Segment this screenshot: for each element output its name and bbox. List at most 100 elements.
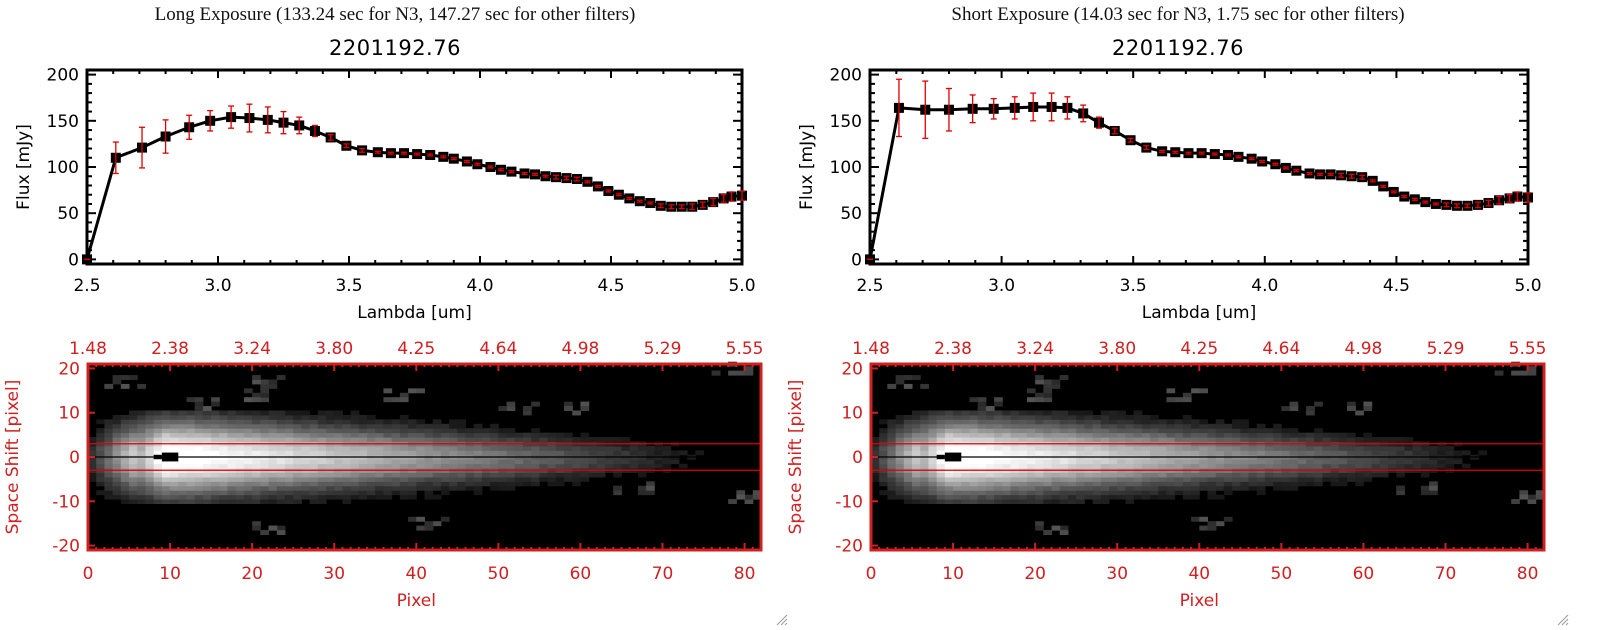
error-bar — [1111, 127, 1118, 135]
top-wavelength-label: 3.24 — [233, 339, 271, 359]
error-bar — [186, 114, 193, 140]
error-bar — [1359, 174, 1366, 180]
top-wavelength-label: 3.80 — [1098, 339, 1136, 359]
error-bar — [246, 103, 253, 133]
y-tick-label: -20 — [52, 537, 80, 557]
error-bar — [1496, 195, 1503, 205]
x-tick-label: 10 — [942, 564, 964, 584]
error-bar — [1272, 162, 1279, 166]
x-axis-label: Lambda [um] — [1142, 303, 1256, 323]
error-bar — [720, 194, 727, 203]
error-bar — [112, 141, 119, 175]
short-object-id: 2201192.76 — [1112, 36, 1244, 60]
image-frame — [869, 362, 1546, 552]
error-bar — [1453, 203, 1460, 209]
error-bar — [1348, 173, 1355, 179]
error-bar — [1293, 169, 1300, 173]
y-axis-label: Flux [mJy] — [797, 124, 817, 210]
y-tick-label: 50 — [57, 204, 79, 224]
top-wavelength-label: 1.48 — [69, 339, 107, 359]
x-tick-label: 80 — [1517, 564, 1539, 584]
y-tick-label: 0 — [851, 250, 862, 270]
error-bar — [359, 147, 366, 153]
x-tick-label: 0 — [83, 564, 94, 584]
error-bar — [1064, 96, 1071, 120]
y-tick-label: 200 — [830, 66, 862, 86]
error-bar — [532, 172, 539, 176]
top-wavelength-label: 4.25 — [397, 339, 435, 359]
error-bar — [1048, 92, 1055, 122]
y-tick-label: 10 — [58, 404, 80, 424]
x-tick-label: 20 — [241, 564, 263, 584]
error-bar — [1306, 171, 1313, 176]
error-bar — [1248, 157, 1255, 161]
x-tick-label: 5.0 — [1514, 276, 1541, 296]
y-tick-label: 150 — [47, 112, 79, 132]
error-bar — [922, 80, 929, 140]
error-bar — [139, 126, 146, 169]
error-bar — [626, 196, 633, 200]
error-bar — [311, 124, 318, 138]
saturated-core — [161, 452, 179, 462]
error-bar — [1327, 172, 1334, 176]
x-tick-label: 50 — [488, 564, 510, 584]
error-bar — [1080, 104, 1087, 123]
error-bar — [343, 143, 350, 149]
error-bar — [636, 199, 643, 203]
x-tick-label: 3.0 — [988, 276, 1015, 296]
error-bar — [710, 197, 717, 207]
error-bar — [678, 204, 685, 210]
top-wavelength-label: 1.48 — [852, 339, 890, 359]
y-axis-label: Space Shift [pixel] — [3, 380, 23, 535]
plot-frame — [868, 68, 1530, 266]
error-bar — [699, 201, 706, 209]
y-tick-label: 150 — [830, 112, 862, 132]
error-bar — [387, 151, 394, 155]
plot-frame — [85, 68, 744, 266]
error-bar — [647, 201, 654, 205]
x-tick-label: 40 — [405, 564, 427, 584]
x-tick-label: 4.5 — [597, 276, 624, 296]
x-tick-label: 3.0 — [204, 276, 231, 296]
error-bar — [1422, 200, 1429, 204]
top-wavelength-label: 4.64 — [1262, 339, 1300, 359]
long-exposure-title: Long Exposure (133.24 sec for N3, 147.27… — [154, 4, 636, 25]
saturated-core — [153, 454, 162, 460]
error-bar — [1211, 152, 1218, 156]
y-tick-label: 200 — [47, 66, 79, 86]
x-tick-label: 4.0 — [466, 276, 493, 296]
error-bar — [1011, 96, 1018, 120]
error-bar — [728, 191, 735, 202]
error-bar — [969, 94, 976, 124]
x-tick-label: 4.5 — [1383, 276, 1410, 296]
y-tick-label: -20 — [835, 537, 863, 557]
error-bar — [1224, 153, 1231, 157]
top-wavelength-label: 3.80 — [315, 339, 353, 359]
long-spectrum-plot: 2.5 3.0 3.5 4.0 4.5 5.0 0 50 100 150 200 Lambda [um… — [14, 66, 756, 323]
error-bar — [228, 105, 235, 129]
error-bar — [1259, 159, 1266, 164]
x-axis-label: Lambda [um] — [357, 303, 471, 323]
resize-grip-icon[interactable] — [774, 612, 788, 626]
error-bar — [497, 168, 504, 172]
series-line — [868, 105, 1529, 260]
error-bar — [605, 189, 612, 193]
error-bar — [1172, 150, 1179, 154]
x-tick-label: 30 — [323, 564, 345, 584]
error-bar — [1506, 194, 1513, 203]
resize-grip-icon[interactable] — [1555, 612, 1569, 626]
series-line — [85, 115, 743, 260]
error-bar — [1095, 116, 1102, 129]
top-wavelength-label: 5.55 — [1509, 339, 1547, 359]
error-bar — [1380, 184, 1387, 188]
top-wavelength-label: 4.64 — [479, 339, 517, 359]
error-bar — [1235, 155, 1242, 159]
error-bar — [296, 116, 303, 135]
x-tick-label: 3.5 — [1120, 276, 1147, 296]
y-tick-label: 0 — [68, 250, 79, 270]
x-tick-label: 70 — [1435, 564, 1457, 584]
y-tick-label: -10 — [52, 492, 80, 512]
y-tick-label: 0 — [69, 448, 80, 468]
error-bar — [1159, 149, 1166, 153]
top-wavelength-label: 3.24 — [1016, 339, 1054, 359]
